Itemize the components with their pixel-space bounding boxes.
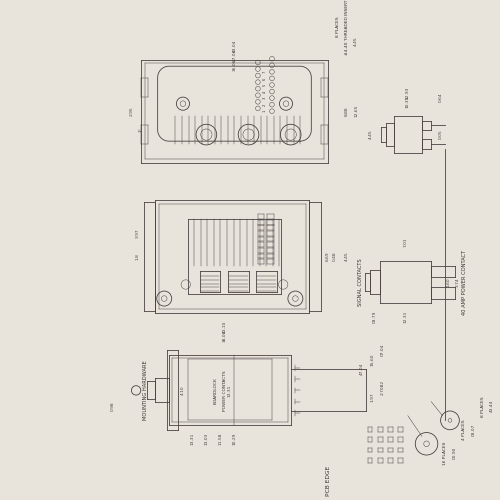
- Text: 3.97: 3.97: [136, 228, 140, 238]
- Text: 5: 5: [262, 84, 266, 86]
- Text: 38.00: 38.00: [223, 330, 227, 342]
- Text: 47.04: 47.04: [360, 362, 364, 375]
- Text: 2: 2: [262, 104, 266, 106]
- Text: 4: 4: [262, 90, 266, 92]
- Text: 00.90: 00.90: [452, 447, 456, 460]
- Text: 12.31: 12.31: [404, 311, 408, 324]
- Text: 4.45: 4.45: [354, 36, 358, 46]
- Text: 4.45: 4.45: [368, 130, 372, 140]
- Text: 10.29: 10.29: [232, 433, 236, 446]
- Text: 43.44: 43.44: [490, 400, 494, 412]
- Text: MOUNTING HARDWARE: MOUNTING HARDWARE: [143, 360, 148, 420]
- Text: POWER CONTACTS: POWER CONTACTS: [223, 370, 227, 410]
- Text: 15.60: 15.60: [370, 353, 374, 366]
- Text: 4 PLACES: 4 PLACES: [462, 420, 466, 440]
- Text: 7.01: 7.01: [404, 238, 408, 247]
- Text: 63.04: 63.04: [232, 40, 236, 52]
- Text: 8.88: 8.88: [345, 106, 349, 116]
- Text: 47.04: 47.04: [232, 49, 236, 61]
- Text: 1°: 1°: [139, 128, 143, 132]
- Text: 4.10: 4.10: [181, 386, 185, 395]
- Text: 0.05: 0.05: [438, 130, 442, 140]
- Text: 2.7082: 2.7082: [380, 380, 384, 395]
- Text: 6: 6: [262, 77, 266, 80]
- Text: PCB EDGE: PCB EDGE: [326, 466, 330, 496]
- Text: 0.98: 0.98: [110, 402, 114, 411]
- Text: 3.74: 3.74: [456, 278, 460, 287]
- Text: 13.31: 13.31: [190, 433, 194, 446]
- Text: 7: 7: [262, 70, 266, 73]
- Text: 12.65: 12.65: [354, 105, 358, 118]
- Text: 11.58: 11.58: [218, 433, 222, 446]
- Text: #4-40 THREADED INSERT: #4-40 THREADED INSERT: [345, 0, 349, 54]
- Text: 1.97: 1.97: [370, 392, 374, 402]
- Text: 8 PLACES: 8 PLACES: [336, 16, 340, 37]
- Text: 16 PLACES: 16 PLACES: [444, 442, 448, 465]
- Text: 1.60: 1.60: [446, 278, 450, 287]
- Text: 3: 3: [262, 97, 266, 99]
- Text: 03.79: 03.79: [373, 311, 377, 324]
- Text: 12.93: 12.93: [406, 86, 410, 99]
- Text: 36.06: 36.06: [232, 58, 236, 70]
- Text: 03.07: 03.07: [472, 424, 476, 436]
- Text: 40 AMP POWER CONTACT: 40 AMP POWER CONTACT: [462, 250, 466, 315]
- Text: 1: 1: [262, 110, 266, 112]
- Text: 43.10: 43.10: [223, 320, 227, 333]
- Text: 1.8: 1.8: [136, 253, 140, 260]
- Text: SIGNAL CONTACTS: SIGNAL CONTACTS: [358, 259, 364, 306]
- Text: 6.69: 6.69: [326, 252, 330, 261]
- Text: 8 PLACES: 8 PLACES: [481, 396, 485, 416]
- Text: 0.48: 0.48: [332, 252, 336, 261]
- Text: 13.31: 13.31: [228, 384, 232, 396]
- Text: 13.03: 13.03: [204, 433, 208, 446]
- Text: BOARDLOCK: BOARDLOCK: [214, 377, 218, 404]
- Text: 0.64: 0.64: [438, 92, 442, 102]
- Text: 10.35: 10.35: [406, 96, 410, 108]
- Text: 07.04: 07.04: [380, 344, 384, 356]
- Text: 2.95: 2.95: [130, 106, 134, 116]
- Text: 4.45: 4.45: [345, 252, 349, 262]
